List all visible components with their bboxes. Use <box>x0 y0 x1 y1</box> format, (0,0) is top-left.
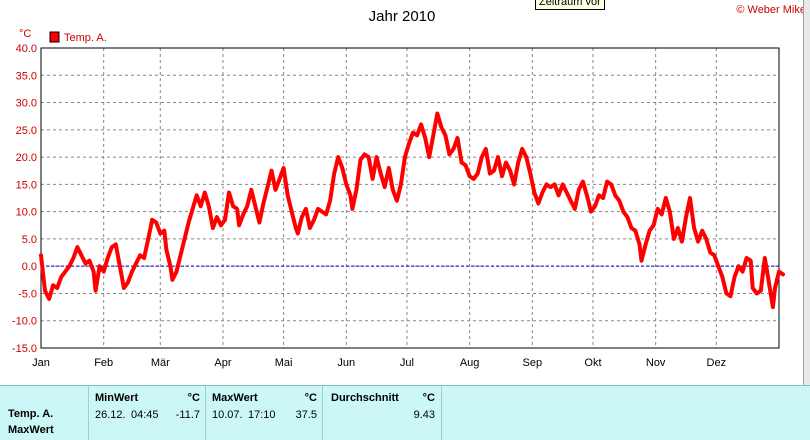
y-tick-label: -10.0 <box>12 316 37 328</box>
stats-col-avg-unit: °C <box>422 392 435 404</box>
y-tick-label: -15.0 <box>12 343 37 355</box>
y-tick-label: 0.0 <box>22 261 37 273</box>
stats-col-min-unit: °C <box>187 392 200 404</box>
stats-col-avg: Durchschnitt °C 9.43 <box>322 386 442 440</box>
chart-title: Jahr 2010 <box>369 8 436 25</box>
plot-frame <box>40 47 780 349</box>
tooltip: Zeitraum vor <box>535 0 605 10</box>
x-tick-label: Jun <box>337 357 355 369</box>
stats-col-avg-value: 9.43 <box>413 409 435 421</box>
x-tick-label: Feb <box>94 357 113 369</box>
stats-row-label-max: MaxWert <box>8 424 54 436</box>
stats-col-min-time: 04:45 <box>131 409 159 421</box>
legend-swatch <box>49 31 60 43</box>
x-tick-label: Okt <box>584 357 601 369</box>
x-tick-label: Dez <box>707 357 727 369</box>
stats-col-avg-label: Durchschnitt <box>331 392 399 404</box>
x-tick-label: Mär <box>151 357 170 369</box>
y-tick-label: 30.0 <box>16 98 37 110</box>
stats-col-max-value: 37.5 <box>295 409 317 421</box>
series-line-temp-a <box>39 111 785 310</box>
x-tick-label: Aug <box>460 357 480 369</box>
y-tick-label: 35.0 <box>16 70 37 82</box>
copyright: © Weber Mike <box>736 4 806 16</box>
stats-col-max: MaxWert °C 10.07. 17:10 37.5 <box>205 386 323 440</box>
y-tick-label: 40.0 <box>16 43 37 55</box>
x-tick-label: Sep <box>523 357 543 369</box>
stats-col-max-unit: °C <box>304 392 317 404</box>
y-tick-label: 25.0 <box>16 125 37 137</box>
chart-grid <box>41 48 779 348</box>
y-tick-label: -5.0 <box>18 288 37 300</box>
y-tick-label: 10.0 <box>16 207 37 219</box>
x-tick-label: Apr <box>214 357 231 369</box>
x-tick-label: Jul <box>400 357 414 369</box>
stats-col-max-label: MaxWert <box>212 392 258 404</box>
temperature-chart: 40.0 35.0 30.0 25.0 20.0 15.0 10.0 5.0 0.0 -5.0 -1… <box>12 8 785 369</box>
stats-col-min-label: MinWert <box>95 392 139 404</box>
y-tick-label: 5.0 <box>22 234 37 246</box>
x-axis: Jan Feb Mär Apr Mai Jun Jul Aug Sep Okt Nov Dez <box>32 357 726 369</box>
x-tick-label: Mai <box>275 357 293 369</box>
stats-col-min-value: -11.7 <box>175 409 200 421</box>
x-tick-label: Jan <box>32 357 50 369</box>
y-axis-unit: °C <box>19 28 31 40</box>
legend-label: Temp. A. <box>64 32 107 44</box>
y-tick-label: 20.0 <box>16 152 37 164</box>
vertical-scrollbar[interactable] <box>803 0 810 385</box>
stats-row-label-temp: Temp. A. <box>8 408 54 420</box>
stats-col-min: MinWert °C 26.12. 04:45 -11.7 <box>88 386 206 440</box>
stats-col-max-time: 17:10 <box>248 409 276 421</box>
y-axis: 40.0 35.0 30.0 25.0 20.0 15.0 10.0 5.0 0.0 -5.0 -1… <box>12 43 37 355</box>
x-tick-label: Nov <box>646 357 666 369</box>
stats-col-max-date: 10.07. <box>212 409 243 421</box>
stats-panel: Temp. A. MaxWert MinWert °C 26.12. 04:45… <box>0 385 810 440</box>
y-tick-label: 15.0 <box>16 179 37 191</box>
stats-col-min-date: 26.12. <box>95 409 126 421</box>
